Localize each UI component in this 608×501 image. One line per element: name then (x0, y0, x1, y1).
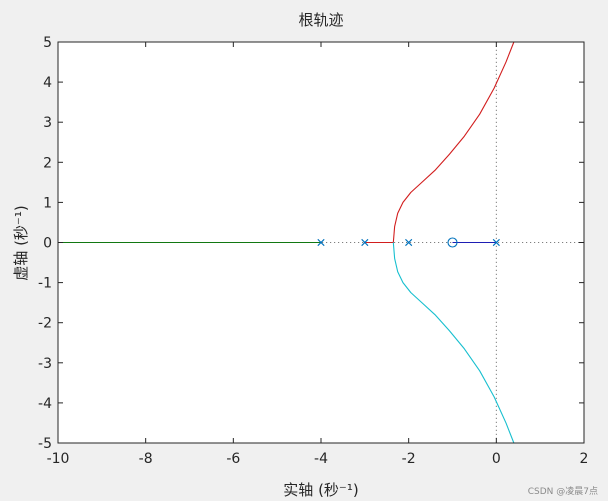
chart-title: 根轨迹 (298, 11, 343, 29)
locus-branches (58, 41, 515, 444)
y-tick-label: -1 (38, 276, 52, 292)
pole-marker-3 (405, 238, 413, 247)
x-tick-label: -4 (314, 451, 328, 467)
locus-branch-3 (392, 242, 515, 444)
axis-ticks: -10 -8 -6 -4 -2 0 2 5 4 3 2 1 0 -1 -2 -3 -4 -5 (38, 35, 588, 467)
y-tick-label: 4 (43, 75, 52, 91)
y-tick-label: -5 (38, 436, 52, 452)
pole-stroke (492, 238, 500, 247)
y-axis-label: 虚轴 (秒⁻¹) (12, 205, 30, 280)
y-tick-label: -3 (38, 356, 52, 372)
pole-marker-1 (317, 238, 325, 247)
y-tick-label: 0 (43, 236, 52, 252)
pole-marker-2 (361, 238, 369, 247)
y-tick-label: -2 (38, 316, 52, 332)
watermark-text: CSDN @凌晨7点 (528, 485, 598, 497)
x-axis-label: 实轴 (秒⁻¹) (283, 481, 358, 499)
y-tick-label: 1 (43, 195, 52, 211)
y-tick-label: 3 (43, 115, 52, 131)
locus-branch-2 (392, 41, 515, 243)
y-tick-label: 2 (43, 155, 52, 171)
x-tick-label: 0 (492, 451, 501, 467)
axes-box (57, 41, 585, 444)
x-tick-label: -10 (47, 451, 70, 467)
pole-marker-4 (492, 238, 500, 247)
pole-zero-markers (317, 237, 500, 248)
y-tick-label: -4 (38, 396, 52, 412)
x-tick-label: -8 (139, 451, 153, 467)
x-tick-label: 2 (580, 451, 589, 467)
y-tick-label: 5 (43, 35, 52, 51)
x-tick-label: -2 (402, 451, 416, 467)
pole-stroke (317, 238, 325, 247)
zero-marker-1 (447, 237, 458, 248)
x-tick-label: -6 (226, 451, 240, 467)
pole-stroke (405, 238, 413, 247)
pole-stroke (361, 238, 369, 247)
